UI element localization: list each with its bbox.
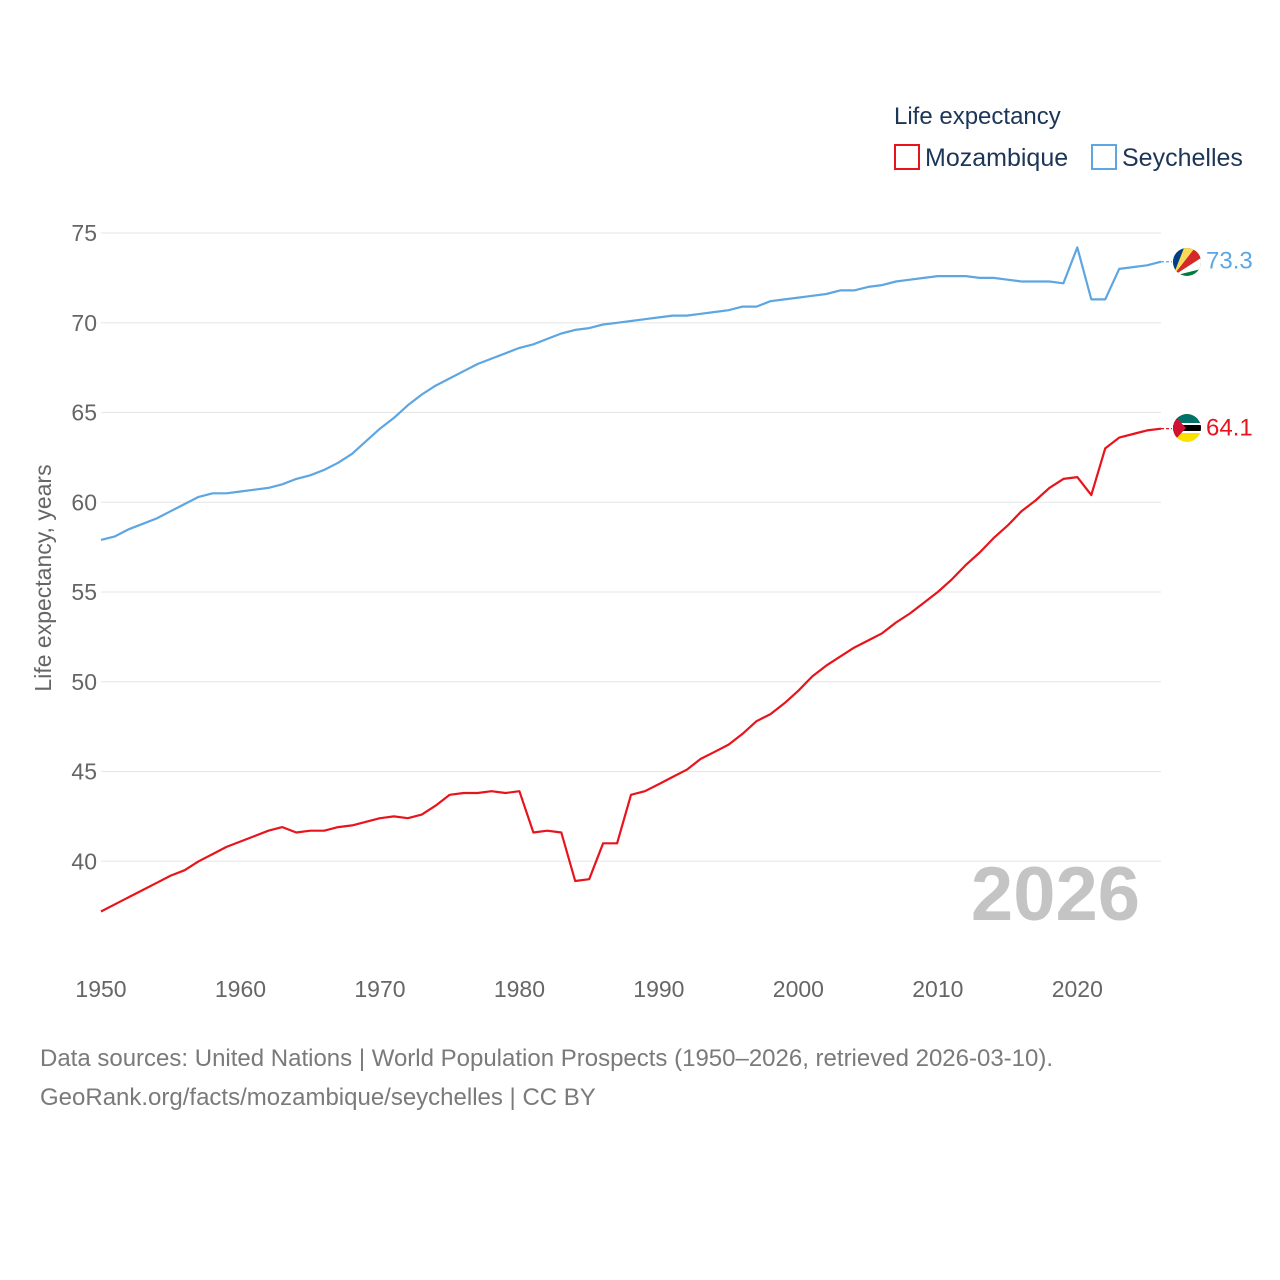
mozambique-flag-icon: [1173, 414, 1201, 442]
legend-item-seychelles[interactable]: Seychelles: [1091, 144, 1243, 172]
x-tick-label-1950: 1950: [75, 976, 126, 1002]
x-tick-label-2020: 2020: [1052, 976, 1103, 1002]
x-tick-label-1960: 1960: [215, 976, 266, 1002]
x-tick-label-2000: 2000: [773, 976, 824, 1002]
end-labels: 73.3 64.1: [1161, 248, 1253, 442]
x-tick-label-2010: 2010: [912, 976, 963, 1002]
legend-item-mozambique[interactable]: Mozambique: [894, 144, 1068, 172]
seychelles-flag-icon: [1173, 248, 1201, 276]
legend-label-seychelles: Seychelles: [1122, 144, 1243, 172]
x-tick-label-1990: 1990: [633, 976, 684, 1002]
data-sources-note: Data sources: United Nations | World Pop…: [40, 1045, 1054, 1072]
legend-swatch-seychelles: [1091, 144, 1117, 170]
end-value-label-seychelles: 73.3: [1206, 248, 1253, 275]
y-tick-label-45: 45: [71, 759, 97, 785]
end-value-label-mozambique: 64.1: [1206, 415, 1253, 442]
series-lines: [100, 246, 1162, 913]
y-tick-label-70: 70: [71, 310, 97, 336]
legend-title: Life expectancy: [894, 103, 1061, 130]
grid-lines: [101, 232, 1161, 862]
y-tick-label-65: 65: [71, 400, 97, 426]
y-axis-title: Life expectancy, years: [30, 464, 56, 691]
y-tick-label-50: 50: [71, 669, 97, 695]
y-tick-label-55: 55: [71, 579, 97, 605]
x-axis-ticks: 1950 1960 1970 1980 1990 2000 2010 2020: [75, 976, 1102, 1002]
x-tick-label-1980: 1980: [494, 976, 545, 1002]
legend-label-mozambique: Mozambique: [925, 144, 1068, 172]
y-tick-label-60: 60: [71, 489, 97, 515]
series-line-mozambique: [100, 427, 1162, 913]
legend-swatch-mozambique: [894, 144, 920, 170]
legend: Life expectancy Mozambique Seychelles: [894, 103, 1243, 172]
y-tick-label-40: 40: [71, 848, 97, 874]
y-axis-ticks: 40 45 50 55 60 65 70 75: [71, 220, 97, 874]
source-link[interactable]: GeoRank.org/facts/mozambique/seychelles …: [40, 1084, 596, 1111]
series-line-seychelles: [100, 246, 1162, 541]
y-tick-label-75: 75: [71, 220, 97, 246]
x-tick-label-1970: 1970: [354, 976, 405, 1002]
current-year-label: 2026: [971, 852, 1140, 937]
